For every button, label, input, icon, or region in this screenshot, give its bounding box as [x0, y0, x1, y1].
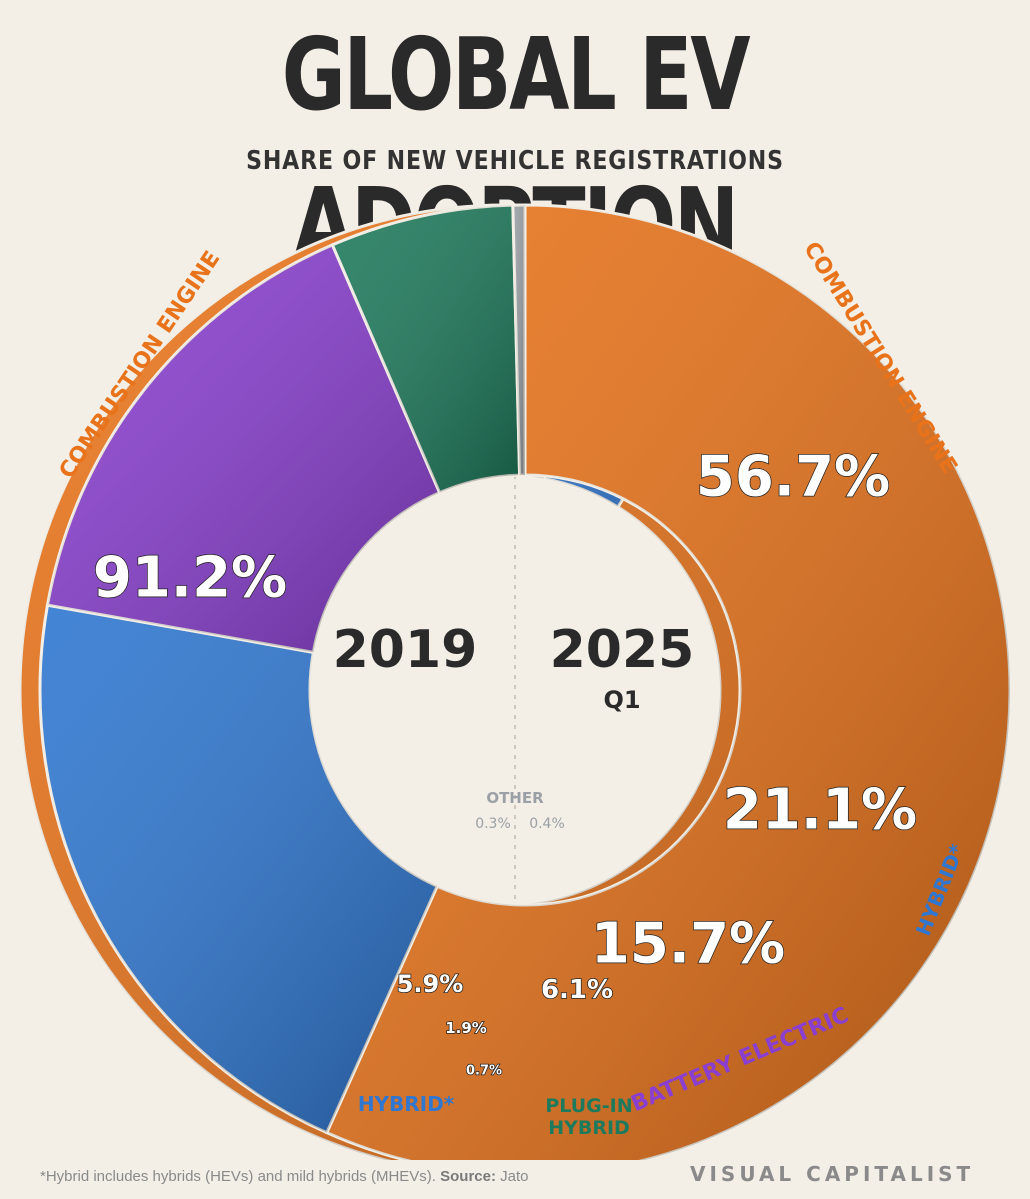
footnote-source: Jato [500, 1168, 529, 1185]
brand-logo: VISUAL CAPITALIST [690, 1162, 975, 1186]
2019-value-hybrid: 5.9% [397, 970, 464, 998]
2025-value-combustion: 56.7% [696, 445, 890, 510]
label-2025-plugin-line2: HYBRID [548, 1117, 630, 1139]
center-year-2025: 2025 [550, 620, 695, 680]
2025-value-plugin: 6.1% [541, 975, 613, 1005]
page-subtitle: SHARE OF NEW VEHICLE REGISTRATIONS [246, 146, 784, 176]
footnote-source-label: Source: [440, 1168, 496, 1185]
label-2019-hybrid: HYBRID* [358, 1092, 455, 1116]
chart-area: 2019 2025 Q1 91.2% 5.9% 1.9% 0.7% 0.3% 56.7% 21.1… [18, 203, 1012, 1160]
label-2025-plugin-line1: PLUG-IN [545, 1095, 632, 1117]
center-sublabel-q1: Q1 [603, 686, 640, 714]
2019-value-combustion: 91.2% [93, 546, 287, 611]
2025-value-hybrid: 21.1% [723, 778, 917, 843]
2019-value-plugin: 0.7% [466, 1064, 502, 1079]
2025-value-battery: 15.7% [591, 912, 785, 977]
center-year-2019: 2019 [333, 620, 478, 680]
2019-value-other: 0.3% [475, 816, 511, 832]
label-other: OTHER [486, 789, 544, 807]
footnote-text: *Hybrid includes hybrids (HEVs) and mild… [40, 1168, 436, 1185]
2025-value-other: 0.4% [529, 816, 565, 832]
2019-value-battery: 1.9% [445, 1019, 487, 1037]
footnote: *Hybrid includes hybrids (HEVs) and mild… [40, 1168, 529, 1185]
